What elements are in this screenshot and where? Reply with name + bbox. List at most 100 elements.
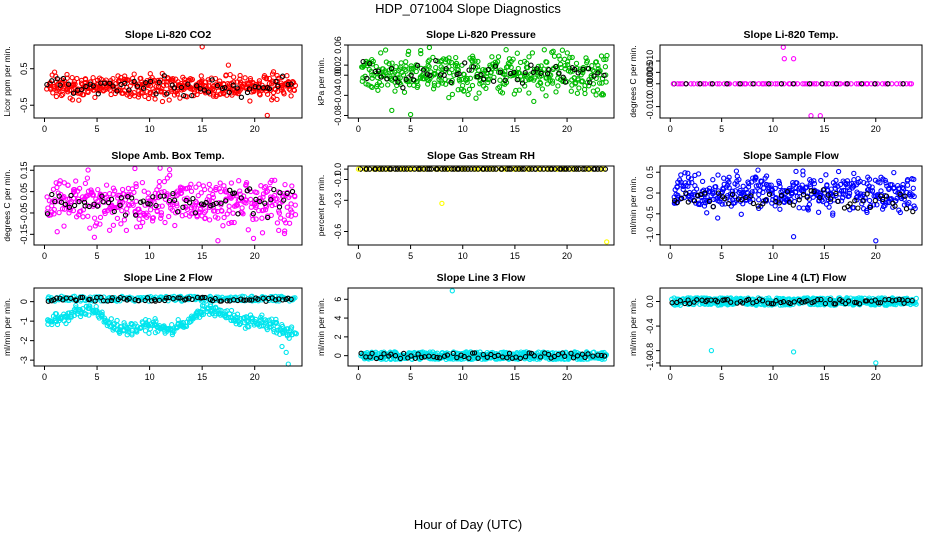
panel-4: Slope Amb. Box Temp. degrees C per min. 0 5… <box>2 150 303 261</box>
point-flagged <box>288 296 294 302</box>
point-outliers <box>873 360 879 366</box>
point-flagged <box>695 192 701 199</box>
point-flagged <box>260 295 266 301</box>
x-tick-label: 5 <box>95 124 100 134</box>
point-data <box>115 195 121 201</box>
point-flagged <box>902 193 908 199</box>
point-flagged <box>288 81 294 87</box>
point-data <box>282 228 288 234</box>
point-flagged <box>480 351 486 358</box>
y-tick-label: -0.1 <box>333 172 343 188</box>
point-data <box>284 204 290 210</box>
point-data <box>756 81 762 87</box>
point-data <box>469 82 476 89</box>
point-data <box>65 182 71 188</box>
point-data <box>114 215 121 222</box>
point-flagged <box>284 190 290 197</box>
point-data <box>427 76 433 82</box>
point-flagged <box>765 300 771 306</box>
point-flagged <box>76 198 82 205</box>
point-flagged <box>729 191 736 198</box>
point-flagged <box>136 298 142 304</box>
point-flagged <box>858 81 865 87</box>
point-data <box>178 190 184 197</box>
point-data <box>895 182 901 189</box>
point-data <box>549 78 556 84</box>
point-data <box>207 187 214 193</box>
point-data <box>579 79 585 85</box>
point-data <box>600 166 606 172</box>
point-flagged <box>750 200 757 207</box>
point-data <box>685 170 691 176</box>
point-flagged <box>573 166 580 172</box>
point-data <box>93 220 100 226</box>
point-flagged <box>434 354 440 361</box>
point-flagged <box>478 71 484 78</box>
point-data <box>281 91 287 97</box>
point-lower <box>234 311 241 317</box>
point-data <box>242 75 248 81</box>
point-data <box>274 96 280 103</box>
x-tick-label: 5 <box>408 251 413 261</box>
point-flagged <box>183 296 189 302</box>
point-data <box>602 64 609 70</box>
point-flagged <box>235 211 241 217</box>
point-data <box>220 223 226 229</box>
point-outliers <box>264 112 270 119</box>
point-data <box>270 69 277 75</box>
point-flagged <box>601 353 608 359</box>
point-data <box>430 54 436 61</box>
point-flagged <box>427 72 433 78</box>
point-data <box>87 225 93 231</box>
data-points <box>670 44 915 119</box>
point-flagged <box>776 200 782 206</box>
plot-frame <box>347 165 615 246</box>
point-data <box>882 202 888 209</box>
point-flagged <box>739 196 745 203</box>
point-data <box>84 175 91 181</box>
point-data <box>590 88 596 94</box>
point-flagged <box>587 79 593 85</box>
point-data <box>544 81 551 87</box>
point-data <box>160 82 167 89</box>
point-flagged <box>582 354 588 361</box>
point-flagged <box>703 298 709 305</box>
point-data <box>463 77 469 83</box>
point-data <box>88 187 94 193</box>
point-flagged <box>726 200 732 207</box>
point-flagged <box>484 354 490 360</box>
point-data <box>525 64 531 71</box>
point-data <box>247 75 254 82</box>
point-data <box>761 81 767 87</box>
point-flagged <box>277 190 283 196</box>
point-data <box>385 82 391 88</box>
point-outliers <box>817 113 823 119</box>
point-flagged <box>833 81 840 87</box>
y-tick-label: 0.06 <box>333 36 343 54</box>
point-data <box>292 202 298 208</box>
point-data <box>54 229 60 235</box>
point-data <box>137 223 144 230</box>
point-data <box>91 215 98 221</box>
point-flagged <box>714 299 721 305</box>
point-flagged <box>546 67 552 73</box>
point-flagged <box>175 209 181 215</box>
point-data <box>722 201 728 207</box>
point-data <box>516 87 523 93</box>
point-flagged <box>45 298 51 304</box>
point-lower <box>188 316 194 322</box>
y-tick-label: -2 <box>19 337 29 345</box>
point-flagged <box>378 74 384 80</box>
point-flagged <box>400 85 406 91</box>
point-flagged <box>853 299 860 306</box>
point-data <box>153 194 159 201</box>
point-data <box>397 75 403 81</box>
point-flagged <box>531 353 537 359</box>
point-flagged <box>105 298 111 304</box>
point-flagged <box>234 85 240 91</box>
x-tick-label: 15 <box>510 372 520 382</box>
point-data <box>66 87 73 94</box>
point-flagged <box>492 63 499 69</box>
point-lower <box>129 330 135 336</box>
point-data <box>794 180 800 186</box>
